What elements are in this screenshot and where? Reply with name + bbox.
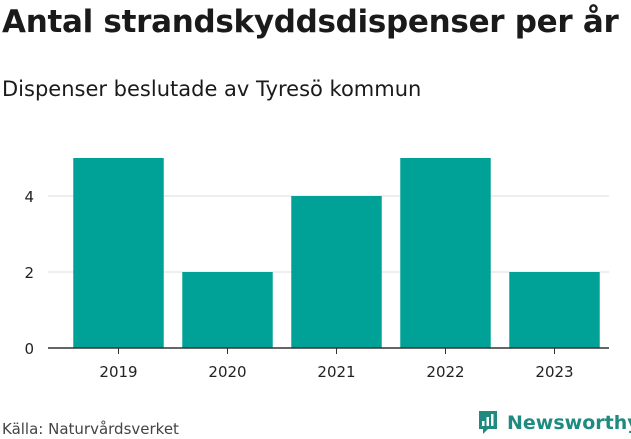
- bar: [291, 196, 382, 348]
- chart-title: Antal strandskyddsdispenser per år: [2, 4, 619, 40]
- bar: [182, 272, 273, 348]
- x-tick-label: 2020: [208, 363, 246, 381]
- bar: [509, 272, 600, 348]
- bar: [73, 158, 164, 348]
- y-tick-label: 2: [24, 264, 34, 282]
- x-tick-label: 2022: [426, 363, 464, 381]
- x-tick-label: 2019: [99, 363, 137, 381]
- brand-logo: Newsworthy: [477, 409, 631, 437]
- source-note: Källa: Naturvårdsverket: [2, 420, 179, 438]
- y-tick-label: 4: [24, 188, 34, 206]
- x-tick-label: 2023: [535, 363, 573, 381]
- x-tick-label: 2021: [317, 363, 355, 381]
- chart-subtitle: Dispenser beslutade av Tyresö kommun: [2, 77, 422, 101]
- y-tick-label: 0: [24, 340, 34, 358]
- newsworthy-logo-icon: [479, 411, 497, 434]
- brand-name: Newsworthy: [507, 412, 631, 434]
- bar: [400, 158, 491, 348]
